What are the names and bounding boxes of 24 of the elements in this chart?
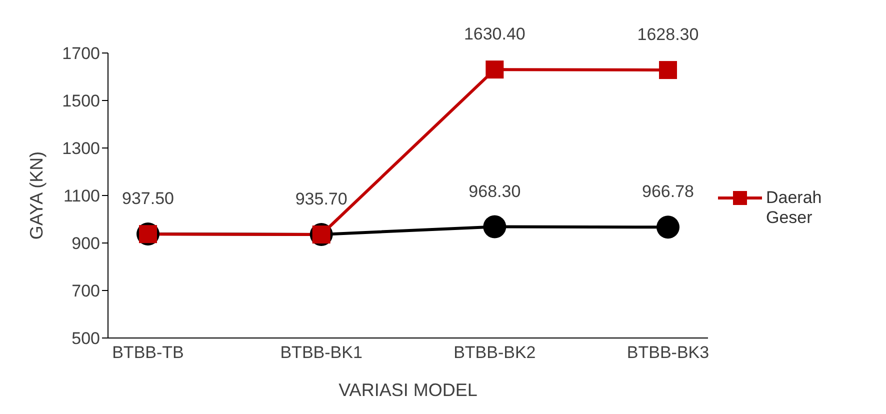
y-axis-title: GAYA (KN)	[26, 151, 46, 240]
point	[486, 60, 504, 79]
x-axis-title: VARIASI MODEL	[338, 380, 478, 400]
y-tick-label: 1700	[62, 44, 100, 64]
x-tick-label: BTBB-TB	[112, 343, 184, 362]
x-tick-label: BTBB-BK3	[626, 343, 710, 362]
data-label: 1628.30	[637, 25, 699, 44]
data-label: 937.50	[122, 189, 174, 208]
y-tick-label: 1500	[62, 92, 100, 111]
y-tick-label: 900	[72, 234, 100, 254]
y-tick-label: 1300	[62, 139, 100, 158]
y-tick-label: 1100	[63, 186, 100, 206]
legend-label: Daerah Geser	[766, 188, 823, 228]
data-label: 966.78	[642, 182, 694, 202]
data-label: 935.70	[295, 190, 348, 209]
y-tick-label: 500	[72, 329, 100, 348]
point	[656, 216, 680, 239]
x-tick-label: BTBB-BK2	[454, 343, 536, 362]
data-label: 968.30	[468, 182, 521, 201]
data-label: 1630.40	[464, 24, 526, 44]
y-tick-label: 700	[72, 282, 100, 301]
x-tick-label: BTBB-BK1	[280, 343, 362, 362]
point	[483, 215, 506, 238]
point	[659, 61, 677, 80]
